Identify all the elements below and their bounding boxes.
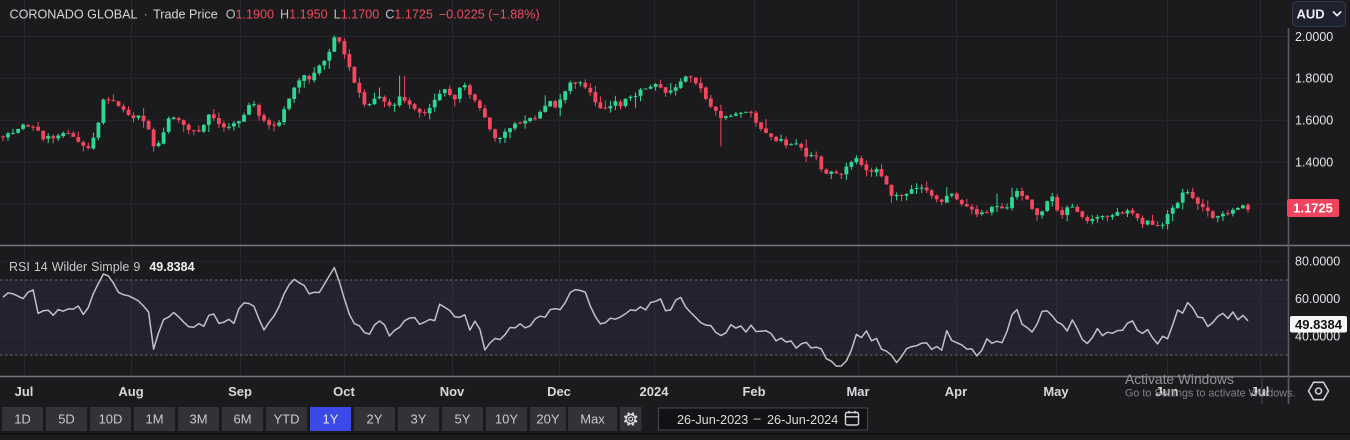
svg-text:Activate Windows: Activate Windows xyxy=(1125,372,1234,387)
svg-text:2024: 2024 xyxy=(640,384,670,399)
svg-text:6M: 6M xyxy=(233,412,251,427)
svg-text:10D: 10D xyxy=(99,412,123,427)
svg-text:YTD: YTD xyxy=(274,412,300,427)
svg-text:Mar: Mar xyxy=(846,384,869,399)
svg-text:20Y: 20Y xyxy=(536,412,559,427)
svg-text:40.0000: 40.0000 xyxy=(1295,330,1340,344)
svg-text:1.8000: 1.8000 xyxy=(1295,72,1333,86)
svg-text:1D: 1D xyxy=(14,412,31,427)
svg-text:1M: 1M xyxy=(145,412,163,427)
svg-text:10Y: 10Y xyxy=(495,412,518,427)
svg-text:5Y: 5Y xyxy=(455,412,471,427)
svg-text:26-Jun-2024: 26-Jun-2024 xyxy=(767,413,838,427)
svg-text:Aug: Aug xyxy=(118,384,143,399)
svg-text:2Y: 2Y xyxy=(367,412,383,427)
svg-text:AUD: AUD xyxy=(1297,7,1325,22)
svg-text:3M: 3M xyxy=(189,412,207,427)
svg-text:2.0000: 2.0000 xyxy=(1295,30,1333,44)
svg-text:80.0000: 80.0000 xyxy=(1295,255,1340,269)
svg-text:26-Jun-2023: 26-Jun-2023 xyxy=(677,413,748,427)
svg-text:1.1725: 1.1725 xyxy=(1293,201,1333,216)
svg-text:Oct: Oct xyxy=(333,384,355,399)
svg-text:1.6000: 1.6000 xyxy=(1295,114,1333,128)
svg-text:Dec: Dec xyxy=(547,384,571,399)
svg-text:5D: 5D xyxy=(58,412,75,427)
svg-text:Feb: Feb xyxy=(742,384,765,399)
svg-text:Go to Settings to activate Win: Go to Settings to activate Windows. xyxy=(1125,388,1295,400)
svg-text:Jun: Jun xyxy=(1155,384,1178,399)
svg-text:Nov: Nov xyxy=(440,384,465,399)
svg-text:60.0000: 60.0000 xyxy=(1295,292,1340,306)
svg-text:3Y: 3Y xyxy=(411,412,427,427)
svg-text:–: – xyxy=(754,412,762,426)
svg-text:1Y: 1Y xyxy=(323,412,339,427)
svg-text:Sep: Sep xyxy=(228,384,252,399)
svg-text:Apr: Apr xyxy=(945,384,967,399)
svg-text:Max: Max xyxy=(580,412,605,427)
svg-text:Jul: Jul xyxy=(1251,384,1270,399)
svg-text:49.8384: 49.8384 xyxy=(1295,317,1343,332)
svg-text:May: May xyxy=(1043,384,1069,399)
svg-text:Jul: Jul xyxy=(15,384,34,399)
svg-text:1.4000: 1.4000 xyxy=(1295,156,1333,170)
